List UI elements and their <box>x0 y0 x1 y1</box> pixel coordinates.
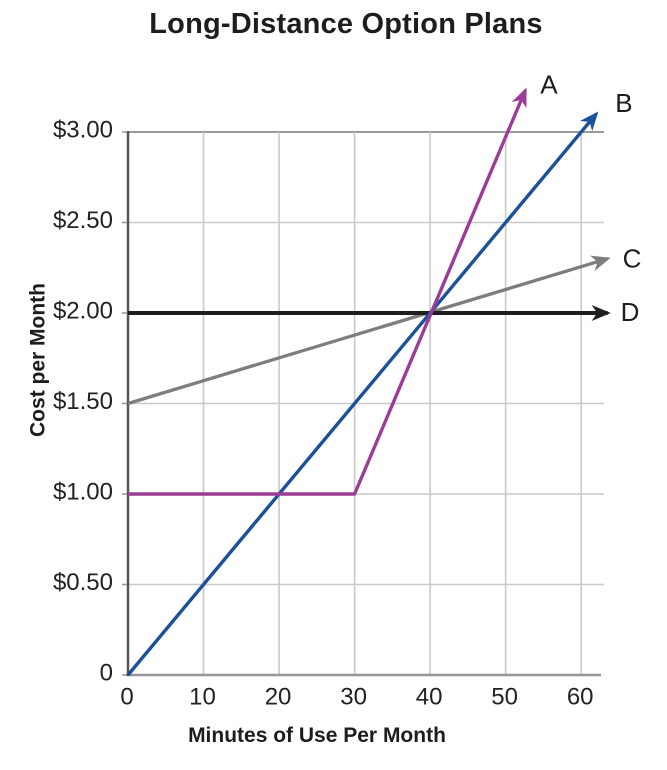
y-tick-label: $1.50 <box>53 388 113 415</box>
series-line-A <box>128 87 527 496</box>
x-tick-label: 30 <box>340 684 367 711</box>
x-tick-label: 20 <box>265 684 292 711</box>
y-tick-label: $1.00 <box>53 479 113 506</box>
x-tick-label: 40 <box>416 684 443 711</box>
y-axis-title: Cost per Month <box>27 283 50 437</box>
x-tick-label: 10 <box>189 684 216 711</box>
x-axis-title: Minutes of Use Per Month <box>188 724 446 747</box>
y-tick-label: $2.50 <box>53 207 113 234</box>
x-tick-label: 50 <box>491 684 518 711</box>
series-label-D: D <box>621 297 640 327</box>
x-tick-label: 0 <box>120 684 133 711</box>
y-tick-label: $2.00 <box>53 298 113 325</box>
series-label-B: B <box>615 88 632 118</box>
series-line-C <box>127 255 611 406</box>
x-tick-label: 60 <box>567 684 594 711</box>
series-label-A: A <box>540 69 558 99</box>
series-label-C: C <box>623 244 642 274</box>
y-tick-label: 0 <box>100 660 113 687</box>
y-tick-label: $3.00 <box>53 117 113 144</box>
chart-title: Long-Distance Option Plans <box>149 8 543 40</box>
y-tick-label: $0.50 <box>53 569 113 596</box>
series-line-B <box>126 111 599 677</box>
